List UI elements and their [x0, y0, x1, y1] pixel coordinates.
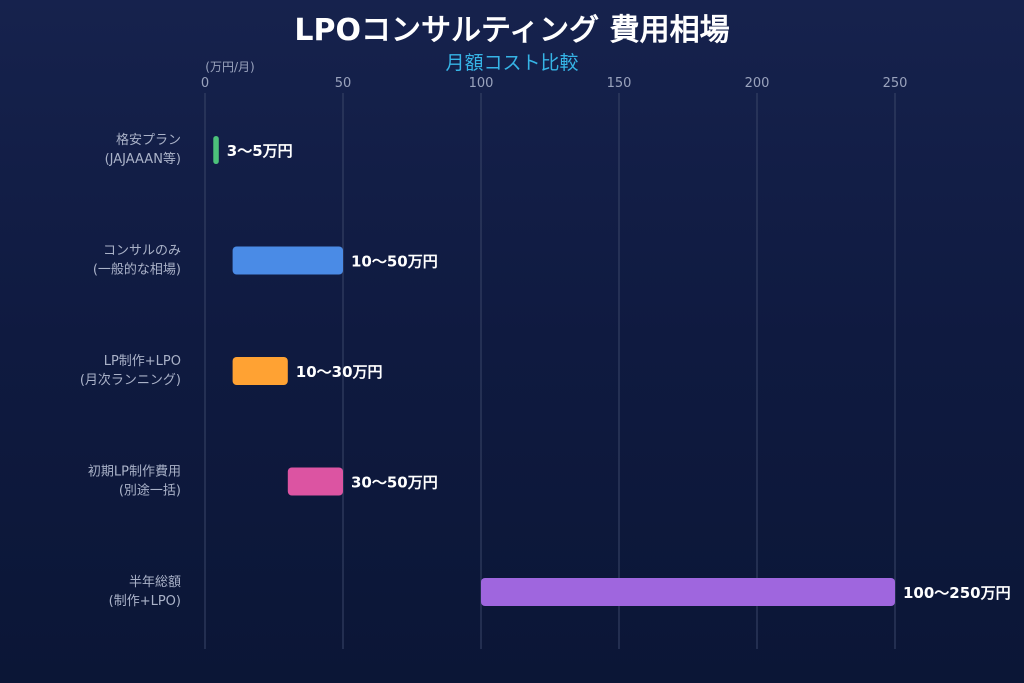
category-sublabel: (制作+LPO)	[109, 594, 181, 609]
x-tick-label: 50	[335, 76, 352, 91]
bar-row: コンサルのみ (一般的な相場) 10〜50万円	[93, 244, 438, 278]
data-label: 10〜50万円	[351, 253, 438, 271]
category-label: コンサルのみ	[103, 244, 181, 259]
category-sublabel: (別途一括)	[119, 483, 181, 499]
bar-row: 半年総額 (制作+LPO) 100〜250万円	[109, 575, 1011, 609]
x-tick-label: 100	[469, 76, 494, 91]
data-label: 30〜50万円	[351, 474, 438, 492]
data-label: 10〜30万円	[296, 363, 383, 381]
category-label: 格安プラン	[116, 132, 181, 148]
bar-row: LP制作+LPO (月次ランニング) 10〜30万円	[80, 354, 383, 388]
category-label: LP制作+LPO	[104, 354, 181, 369]
bar	[481, 578, 895, 606]
category-sublabel: (月次ランニング)	[80, 372, 181, 388]
category-label: 初期LP制作費用	[88, 465, 181, 480]
category-sublabel: (JAJAAAN等)	[105, 151, 181, 167]
bar-row: 格安プラン (JAJAAAN等) 3〜5万円	[105, 132, 293, 167]
category-label: 半年総額	[129, 575, 181, 590]
x-tick-label: 150	[607, 76, 632, 91]
bar	[287, 467, 343, 496]
x-tick-label: 250	[883, 76, 908, 91]
data-label: 3〜5万円	[227, 142, 293, 160]
bar	[213, 136, 219, 164]
data-label: 100〜250万円	[903, 584, 1011, 602]
category-sublabel: (一般的な相場)	[93, 262, 181, 278]
chart-subtitle: 月額コスト比較	[445, 52, 578, 74]
bar	[232, 357, 288, 385]
chart-title: LPOコンサルティング 費用相場	[294, 13, 729, 48]
bar-row: 初期LP制作費用 (別途一括) 30〜50万円	[88, 465, 438, 499]
x-tick-label: 0	[201, 76, 209, 91]
x-tick-label: 200	[745, 76, 770, 91]
bar	[232, 246, 343, 275]
axis-unit-label: (万円/月)	[205, 60, 254, 74]
